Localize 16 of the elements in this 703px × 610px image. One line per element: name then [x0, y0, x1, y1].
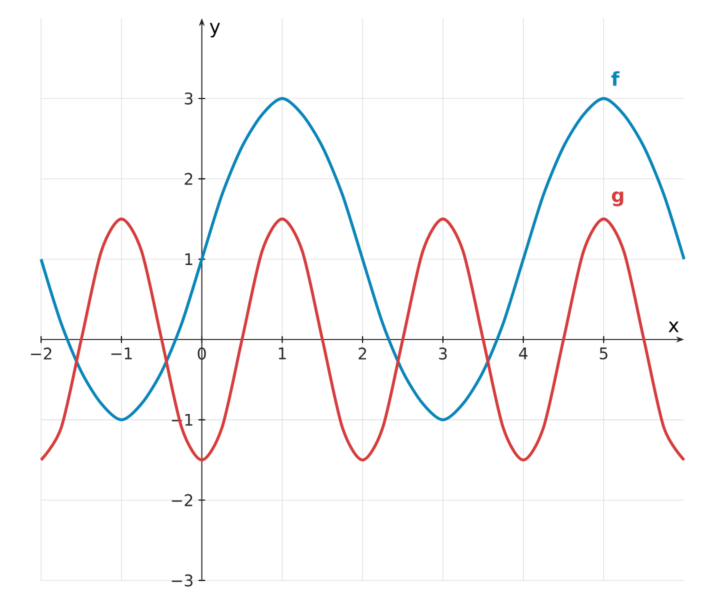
y-tick-label: −3: [172, 574, 192, 587]
x-tick-label: 4: [518, 348, 528, 360]
y-tick-label: −2: [172, 494, 192, 506]
series-label: g: [612, 192, 624, 206]
x-tick-label: −1: [111, 348, 132, 360]
x-tick-label: −2: [30, 348, 52, 360]
x-tick-label: 5: [600, 348, 608, 360]
y-tick-label: 3: [184, 92, 192, 105]
y-axis-title: y: [210, 23, 220, 38]
x-tick-label: 2: [358, 348, 366, 360]
series-label: f: [611, 71, 620, 86]
x-tick-label: 1: [278, 348, 286, 360]
x-tick-label: 3: [439, 348, 447, 360]
y-tick-label: 2: [184, 173, 192, 185]
x-axis-title: x: [668, 322, 679, 332]
y-tick-label: 1: [185, 254, 192, 266]
